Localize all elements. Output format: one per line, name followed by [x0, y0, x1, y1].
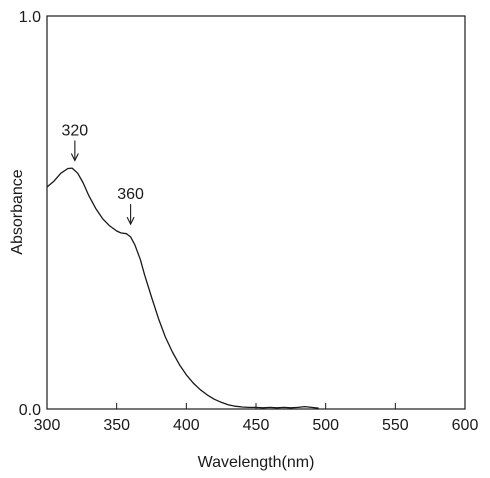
annotation-label-320: 320	[62, 122, 89, 139]
y-axis-ticks: 0.0 1.0	[19, 9, 53, 419]
x-tick-label-500: 500	[312, 417, 339, 434]
x-axis-ticks: 300 350 400 450 500 550 600	[34, 403, 479, 434]
x-tick-label-550: 550	[382, 417, 409, 434]
x-axis-title: Wavelength(nm)	[198, 454, 315, 471]
x-tick-label-300: 300	[34, 417, 61, 434]
annotation-arrowhead-320	[70, 153, 79, 162]
x-tick-label-400: 400	[173, 417, 200, 434]
annotation-arrowhead-360	[126, 216, 135, 226]
absorbance-series-line-0	[46, 167, 319, 409]
plot-frame	[46, 15, 466, 410]
annotation-label-360: 360	[117, 186, 144, 203]
x-tick-label-350: 350	[103, 417, 130, 434]
annotations: 320 360	[62, 122, 144, 226]
x-tick-label-600: 600	[452, 417, 479, 434]
y-axis-title: Absorbance	[9, 169, 26, 254]
y-tick-label-0: 0.0	[19, 402, 41, 419]
series-layer	[46, 167, 319, 409]
x-tick-label-450: 450	[243, 417, 270, 434]
y-tick-label-1: 1.0	[19, 9, 41, 26]
